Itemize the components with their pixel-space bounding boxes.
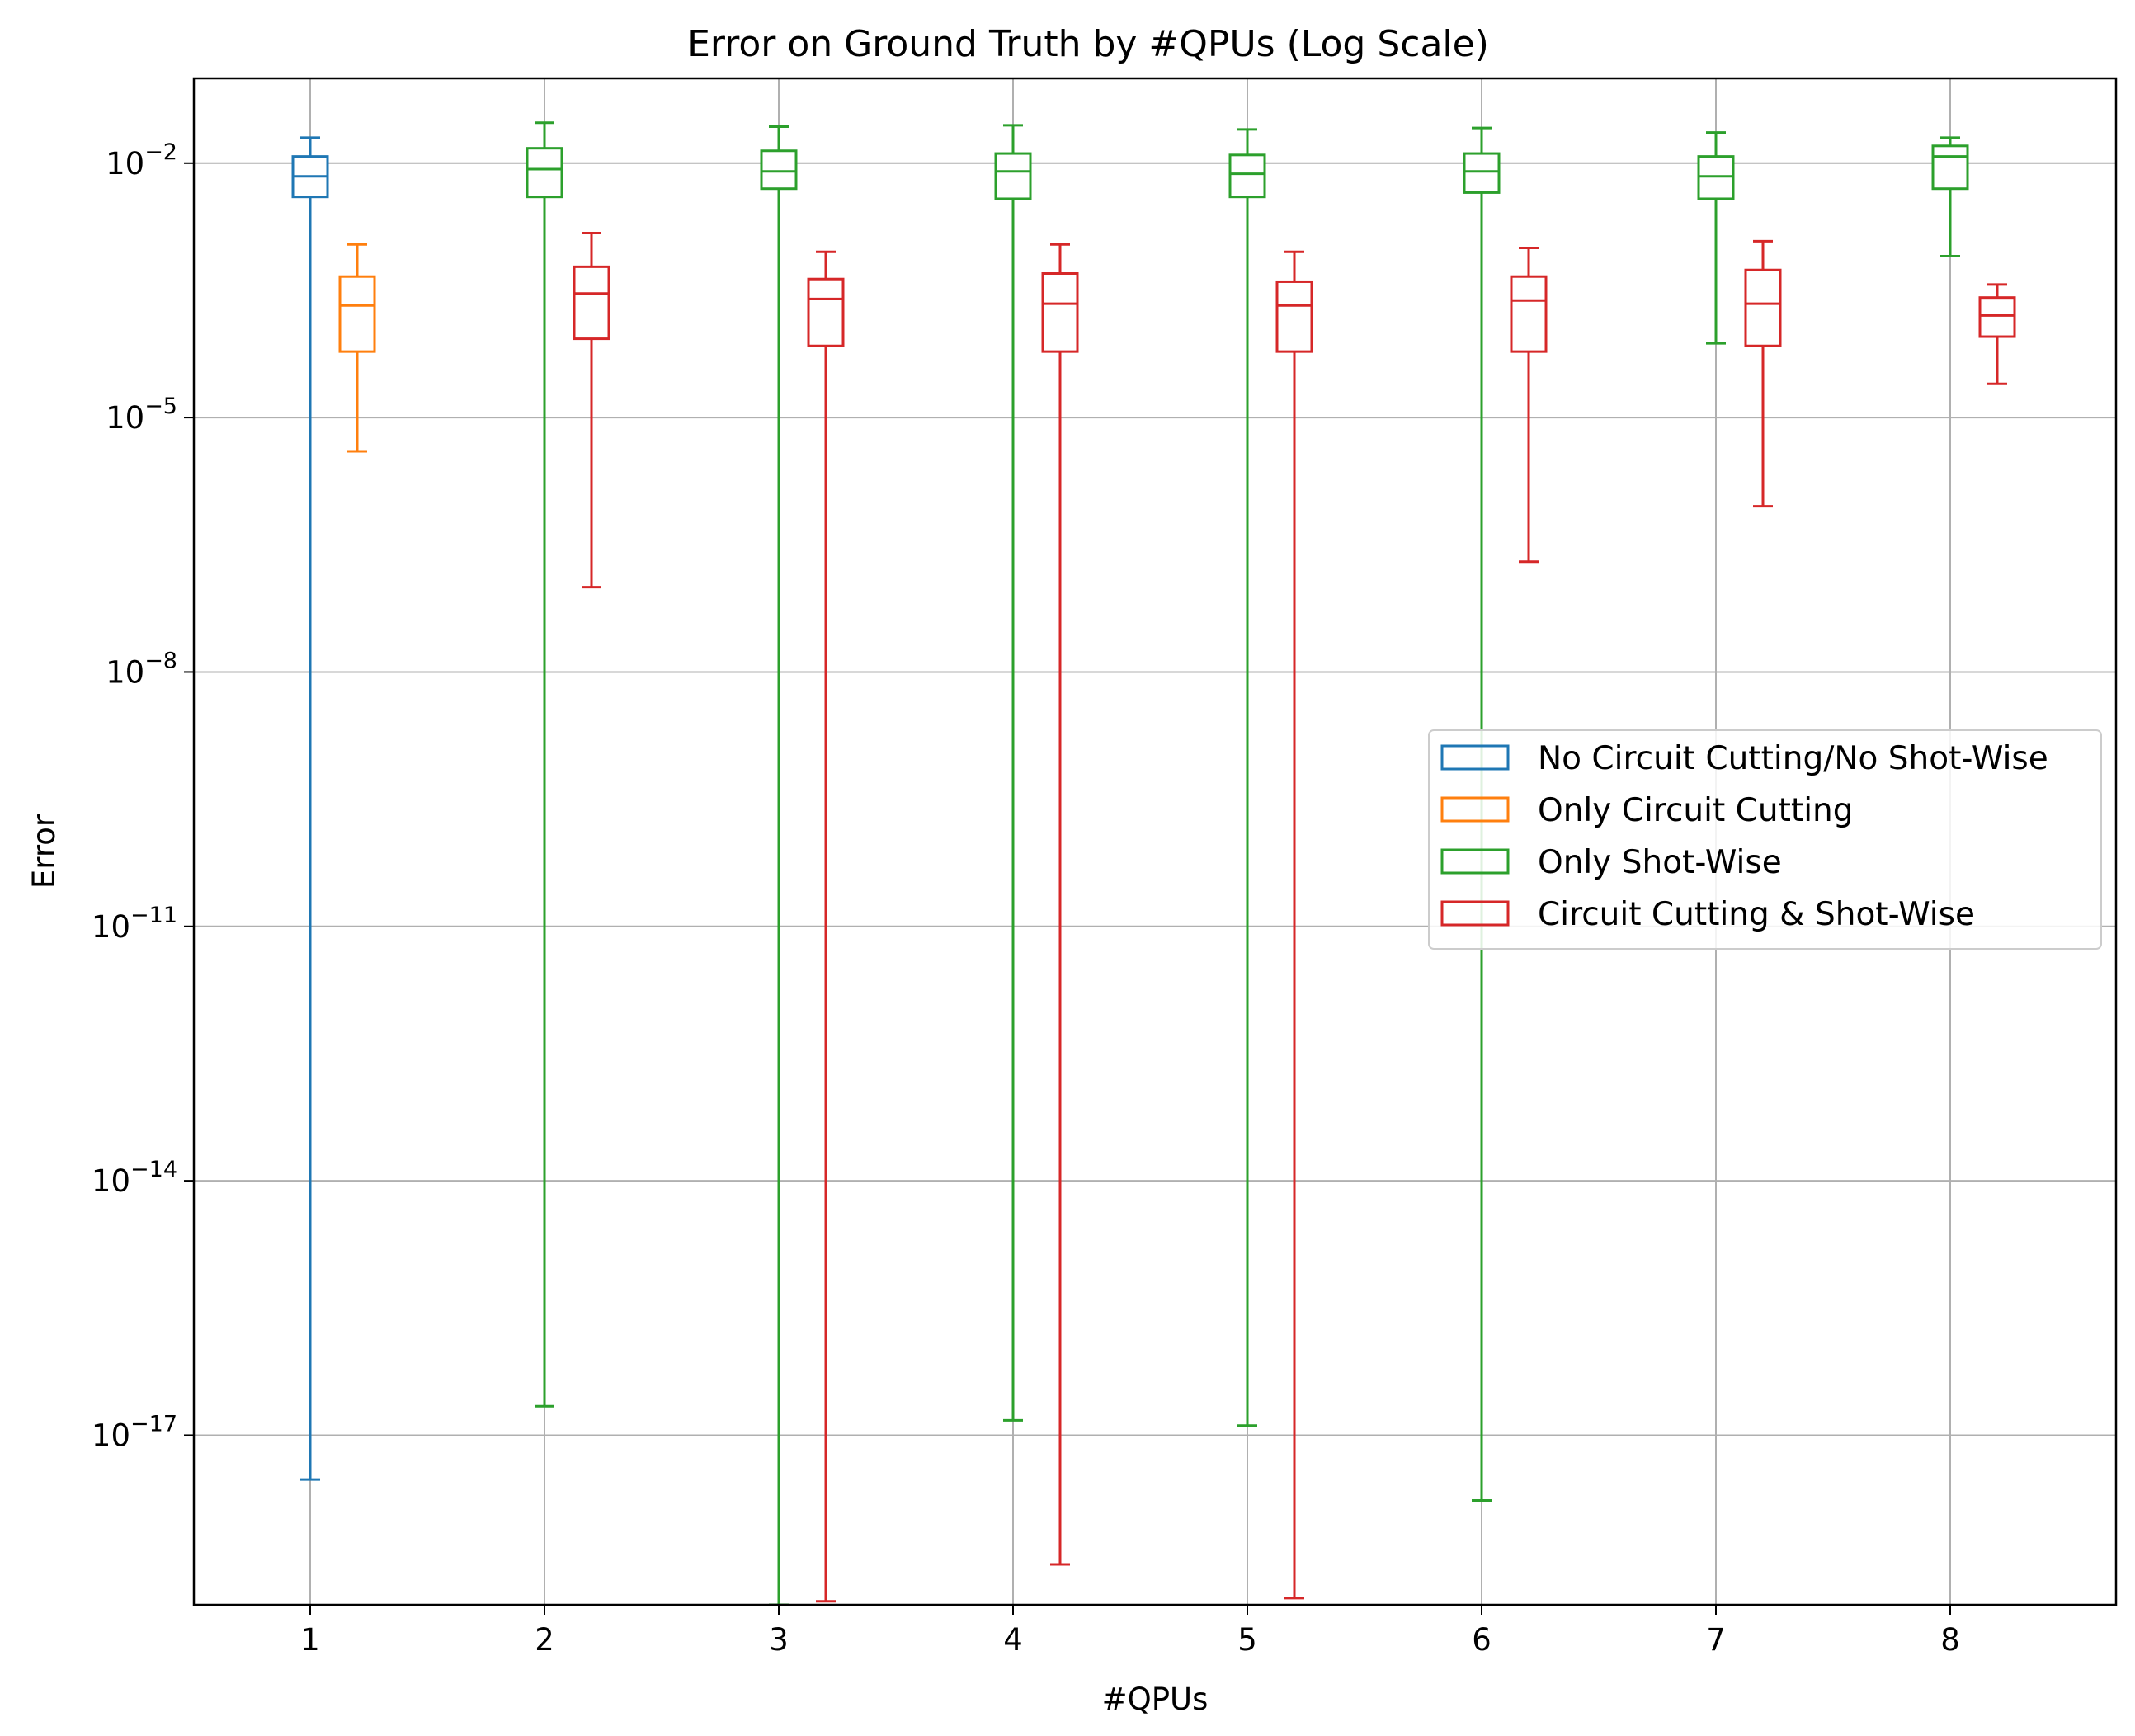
box-iqr <box>1697 155 1735 200</box>
box-iqr <box>1931 144 1969 191</box>
y-tick-label: 10−2 <box>106 139 177 182</box>
box-6 <box>1510 247 1548 564</box>
x-tick-label: 7 <box>1706 1622 1726 1658</box>
box-2 <box>573 231 610 589</box>
legend-swatch <box>1440 848 1510 875</box>
box-7 <box>1697 131 1735 345</box>
x-tick-label: 4 <box>1003 1622 1023 1658</box>
legend-swatch <box>1440 744 1510 771</box>
axes-ticks: 1 2 3 4 5 6 7 8 10−2 10−5 10−8 10−11 10−14 10−17 <box>92 139 1960 1658</box>
box-7 <box>1744 239 1782 508</box>
legend-label: Circuit Cutting & Shot-Wise <box>1538 896 1975 933</box>
x-tick-label: 8 <box>1940 1622 1960 1658</box>
legend-item: Only Shot-Wise <box>1440 844 1782 881</box>
x-axis-label: #QPUs <box>1102 1682 1209 1717</box>
legend-frame <box>1428 729 2102 950</box>
y-tick-label: 10−8 <box>106 648 177 690</box>
series-1 <box>291 136 329 1481</box>
legend-item: No Circuit Cutting/No Shot-Wise <box>1440 740 2048 777</box>
box-3 <box>760 125 798 1606</box>
legend-swatch <box>1440 900 1510 927</box>
y-tick-label: 10−17 <box>92 1411 177 1453</box>
legend-label: No Circuit Cutting/No Shot-Wise <box>1538 740 2048 777</box>
plot-area <box>291 121 2016 1606</box>
y-tick-label: 10−11 <box>92 903 177 945</box>
legend-label: Only Shot-Wise <box>1538 844 1782 881</box>
plot-frame <box>192 77 2118 1606</box>
box-4 <box>994 124 1032 1422</box>
series-2 <box>338 243 376 453</box>
x-tick-label: 3 <box>769 1622 789 1658</box>
box-iqr <box>760 149 798 191</box>
box-iqr <box>573 265 610 341</box>
x-tick-label: 5 <box>1237 1622 1257 1658</box>
box-iqr <box>1978 296 2016 338</box>
box-4 <box>1041 243 1079 1566</box>
box-iqr <box>338 275 376 353</box>
legend-label: Only Circuit Cutting <box>1538 792 1854 829</box>
box-8 <box>1931 136 1969 258</box>
x-tick-label: 2 <box>535 1622 554 1658</box>
box-3 <box>807 250 845 1603</box>
box-1 <box>338 243 376 453</box>
legend-item: Circuit Cutting & Shot-Wise <box>1440 896 1975 933</box>
y-tick-label: 10−14 <box>92 1157 177 1199</box>
y-axis-label: Error <box>26 814 62 889</box>
x-tick-label: 1 <box>300 1622 320 1658</box>
box-1 <box>291 136 329 1481</box>
box-iqr <box>1744 268 1782 347</box>
box-iqr <box>1041 271 1079 353</box>
x-tick-label: 6 <box>1472 1622 1492 1658</box>
box-iqr <box>807 277 845 347</box>
box-iqr <box>994 152 1032 200</box>
series-3 <box>526 121 1969 1606</box>
box-2 <box>526 121 563 1408</box>
box-iqr <box>1228 153 1266 199</box>
box-8 <box>1978 283 2016 385</box>
box-iqr <box>1510 275 1548 353</box>
box-iqr <box>526 147 563 199</box>
box-5 <box>1228 128 1266 1427</box>
legend: No Circuit Cutting/No Shot-Wise Only Circ… <box>1428 729 2102 950</box>
legend-swatch <box>1440 796 1510 823</box>
box-iqr <box>1463 152 1501 194</box>
y-tick-label: 10−5 <box>106 394 177 436</box>
chart-title: Error on Ground Truth by #QPUs (Log Scal… <box>687 23 1489 65</box>
box-iqr <box>1275 280 1313 353</box>
series-4 <box>573 231 2016 1603</box>
legend-item: Only Circuit Cutting <box>1440 792 1854 829</box>
box-5 <box>1275 250 1313 1600</box>
